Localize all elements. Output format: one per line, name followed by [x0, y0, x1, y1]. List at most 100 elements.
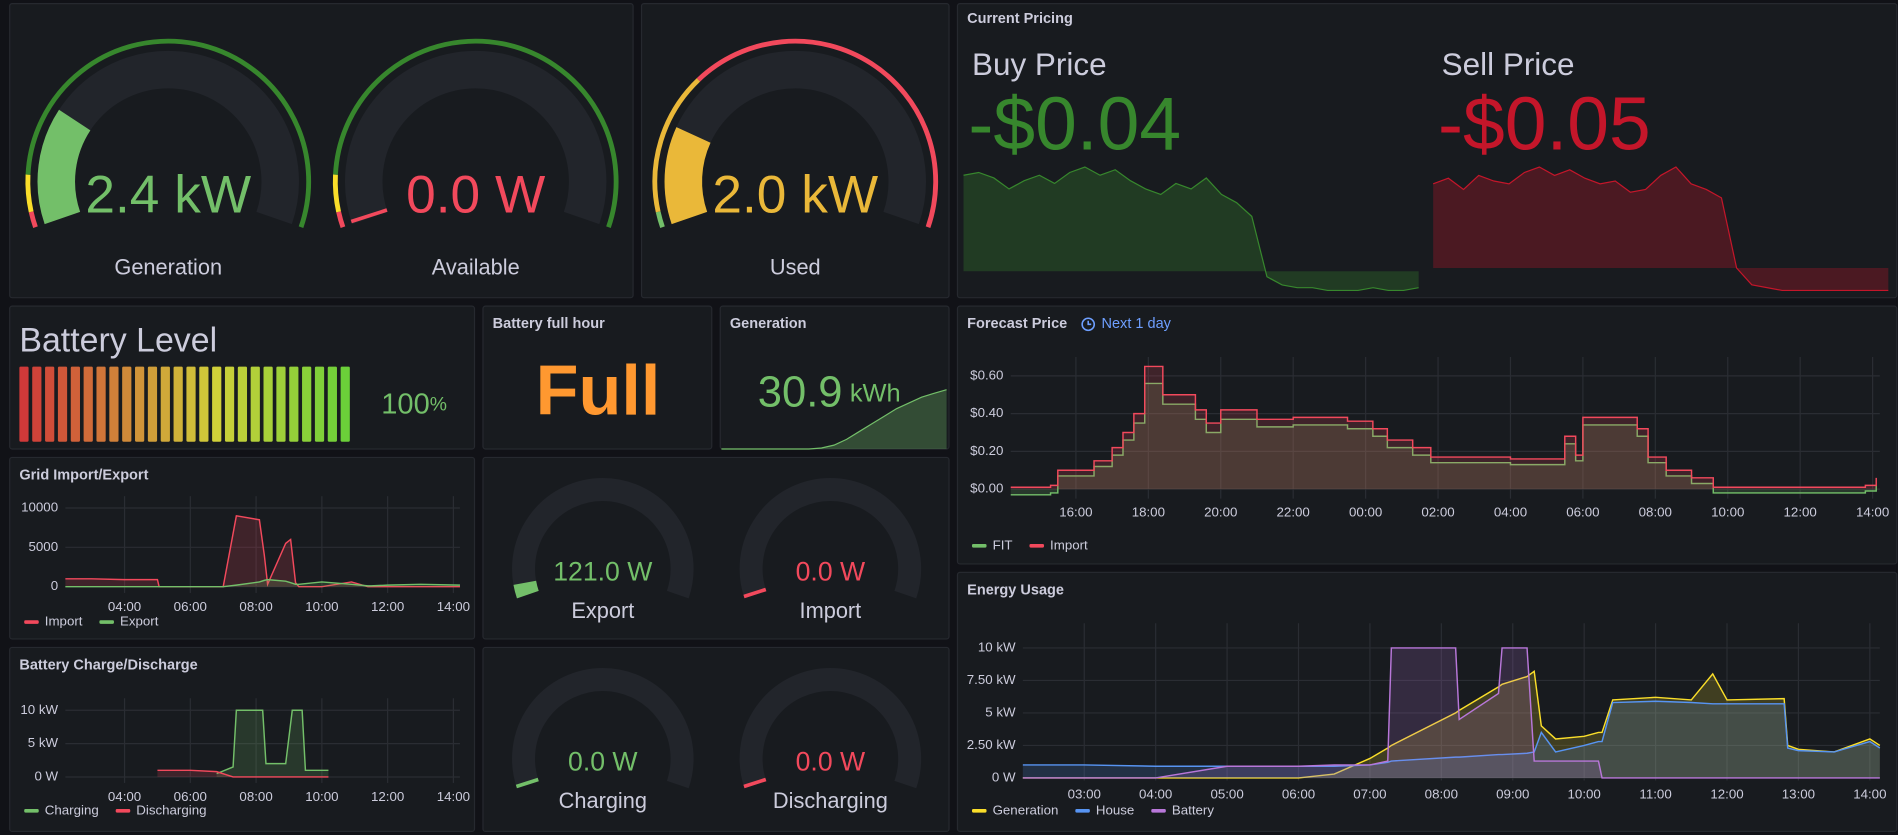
stat-unit: kWh	[850, 379, 901, 407]
x-tick-label: 06:00	[174, 789, 207, 804]
x-tick-label: 14:00	[1853, 787, 1886, 802]
legend-swatch	[1075, 808, 1090, 813]
stat-value: Full	[536, 350, 661, 429]
gauge-track	[739, 478, 922, 599]
x-tick-label: 10:00	[305, 789, 338, 804]
bar-segment	[109, 366, 119, 442]
y-tick-label: $0.40	[970, 405, 1003, 420]
gauge-fill	[515, 777, 539, 789]
legend-swatch	[971, 543, 987, 548]
x-tick-label: 07:00	[1353, 787, 1386, 802]
y-tick-label: $0.60	[970, 367, 1003, 382]
gauge-fill	[513, 580, 539, 599]
legend-swatch	[99, 620, 114, 624]
legend-label: FIT	[993, 537, 1013, 552]
y-tick-label: 10 kW	[20, 702, 58, 717]
legend-label: Discharging	[136, 802, 206, 817]
gauge-track	[512, 668, 694, 789]
x-tick-label: 06:00	[1282, 787, 1315, 802]
gauge-track	[512, 478, 694, 599]
stat-value: -$0.04	[968, 81, 1181, 165]
x-tick-label: 16:00	[1059, 505, 1092, 520]
panel	[482, 456, 950, 640]
bar-segment	[302, 366, 312, 442]
x-tick-label: 04:00	[1494, 505, 1527, 520]
bar-segment	[212, 366, 222, 442]
line	[157, 769, 329, 778]
legend-label: Import	[45, 614, 83, 629]
stat-value: 100%	[381, 388, 447, 420]
bar-segment	[122, 366, 132, 442]
x-tick-label: 20:00	[1204, 505, 1237, 520]
bar-segment	[199, 366, 209, 442]
panel	[9, 456, 476, 640]
area	[65, 515, 460, 587]
x-tick-label: 05:00	[1210, 787, 1243, 802]
gauge-fill	[37, 109, 91, 225]
stat-value: -$0.05	[1438, 81, 1651, 165]
gauge-label: Generation	[114, 254, 222, 279]
panel-title: Generation	[730, 316, 807, 332]
line	[1022, 700, 1881, 767]
area	[1022, 701, 1880, 778]
gauge-track	[345, 50, 607, 225]
legend-swatch	[115, 808, 131, 813]
line	[1022, 647, 1880, 779]
line	[65, 515, 460, 588]
y-tick-label: $0.00	[970, 481, 1003, 496]
x-tick-label: 08:00	[239, 599, 272, 614]
gauge-threshold	[25, 38, 312, 229]
panel-title: Forecast Price	[967, 316, 1067, 332]
x-tick-label: 22:00	[1277, 505, 1310, 520]
panel	[482, 646, 950, 832]
bar-segment	[70, 366, 80, 442]
x-tick-label: 09:00	[1496, 787, 1529, 802]
panel-subtitle: Next 1 day	[1102, 316, 1172, 332]
gauge-fill	[743, 587, 767, 599]
panel	[9, 646, 476, 832]
area	[157, 770, 329, 777]
gauge-label: Available	[432, 254, 520, 279]
gauge-label: Charging	[559, 788, 647, 813]
stat-value: 30.9 kWh	[758, 368, 901, 416]
area	[1010, 383, 1877, 495]
panel-title: Battery Charge/Discharge	[19, 657, 197, 673]
x-tick-label: 08:00	[1425, 787, 1458, 802]
sparkline-area	[963, 167, 1419, 291]
gauge-value: 0.0 W	[796, 557, 866, 587]
x-tick-label: 12:00	[371, 789, 404, 804]
x-tick-label: 06:00	[174, 599, 207, 614]
bar-segment	[173, 366, 183, 442]
stat-number: 30.9	[758, 368, 843, 416]
legend-label: Battery	[1172, 802, 1214, 817]
legend-label: Charging	[45, 802, 99, 817]
gauge-threshold	[25, 174, 34, 213]
bar-segment	[250, 366, 260, 442]
y-tick-label: $0.20	[970, 443, 1003, 458]
bar-segment	[276, 366, 286, 442]
panel	[482, 305, 713, 450]
gauge-threshold	[696, 38, 939, 229]
panel-title: Battery full hour	[493, 316, 605, 332]
sparkline	[963, 166, 1419, 292]
bar-segment	[224, 366, 235, 442]
gauge-fill	[664, 127, 711, 225]
panel	[956, 3, 1898, 299]
y-tick-label: 7.50 kW	[967, 672, 1016, 687]
stat-unit: %	[430, 394, 447, 416]
bar-segment	[340, 366, 350, 442]
panel-title: Grid Import/Export	[19, 467, 148, 483]
legend-label: Generation	[993, 802, 1059, 817]
legend-swatch	[24, 808, 39, 813]
x-tick-label: 12:00	[371, 599, 404, 614]
bar-gauge	[19, 366, 350, 442]
panel-title: Battery Level	[19, 321, 217, 359]
stat-label: Sell Price	[1442, 47, 1575, 82]
gauge-value: 0.0 W	[406, 166, 546, 225]
y-tick-label: 2.50 kW	[967, 737, 1016, 752]
y-tick-label: 0 W	[34, 768, 58, 783]
bar-segment	[314, 366, 325, 442]
x-tick-label: 04:00	[108, 599, 141, 614]
bar-segment	[96, 366, 106, 442]
